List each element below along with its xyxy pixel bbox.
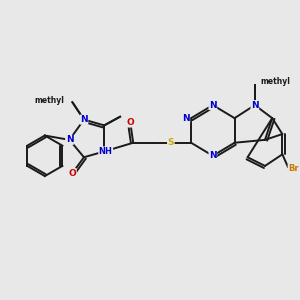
Text: N: N (182, 114, 190, 123)
Text: methyl: methyl (34, 96, 64, 105)
Text: NH: NH (99, 147, 112, 156)
Text: methyl: methyl (261, 77, 290, 86)
Text: O: O (126, 118, 134, 127)
Text: S: S (168, 138, 174, 147)
Text: N: N (66, 135, 73, 144)
Text: O: O (68, 169, 76, 178)
Text: Br: Br (288, 164, 299, 173)
Text: N: N (80, 115, 88, 124)
Text: N: N (209, 151, 217, 160)
Text: N: N (209, 100, 217, 109)
Text: N: N (251, 100, 259, 109)
